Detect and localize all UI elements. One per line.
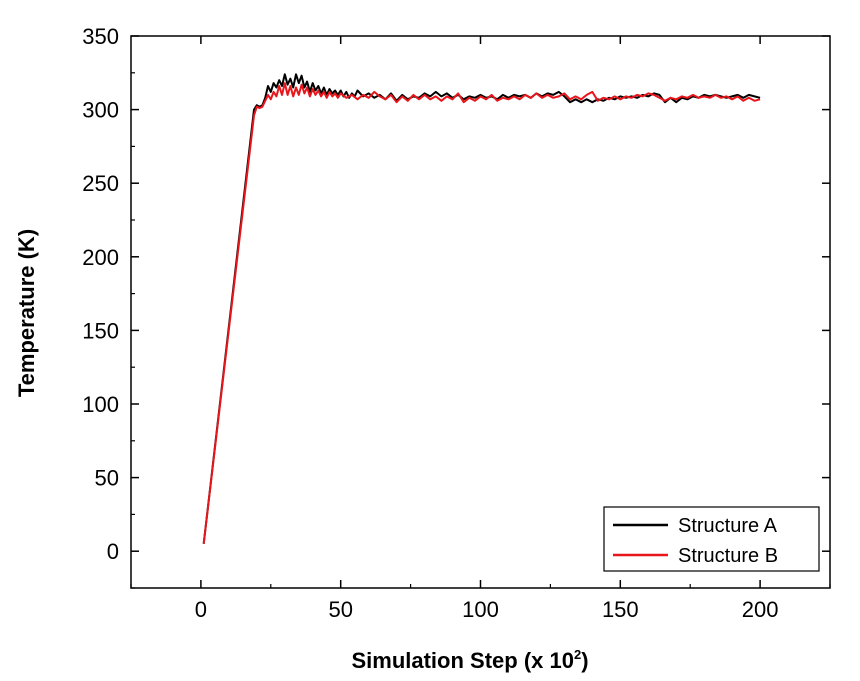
x-tick-label: 0 <box>195 597 207 622</box>
legend-label-structure-a: Structure A <box>678 515 778 537</box>
x-tick-label: 100 <box>462 597 499 622</box>
series-line-structure-a <box>202 73 761 544</box>
y-tick-label: 350 <box>82 24 119 49</box>
legend-box <box>603 506 820 572</box>
y-axis-ticks: 0 50 100 150 200 250 300 350 <box>82 24 830 589</box>
x-tick-label: 50 <box>328 597 352 622</box>
y-tick-label: 200 <box>82 245 119 270</box>
y-tick-label: 300 <box>82 98 119 123</box>
series-layer <box>202 73 761 544</box>
y-tick-label: 50 <box>95 466 119 491</box>
x-axis-ticks: 0 50 100 150 200 <box>130 36 831 622</box>
legend-label-structure-b: Structure B <box>678 545 778 567</box>
x-tick-label: 200 <box>742 597 779 622</box>
y-axis-title: Temperature (K) <box>14 229 39 397</box>
x-axis-title: Simulation Step (x 102) <box>351 647 588 673</box>
y-tick-label: 100 <box>82 392 119 417</box>
x-tick-label: 150 <box>602 597 639 622</box>
series-line-structure-b <box>202 82 761 544</box>
plot-border <box>130 35 831 589</box>
plot-frame <box>130 35 831 589</box>
y-tick-label: 150 <box>82 318 119 343</box>
y-tick-label: 0 <box>107 539 119 564</box>
y-tick-label: 250 <box>82 171 119 196</box>
legend: Structure A Structure B <box>603 506 820 572</box>
